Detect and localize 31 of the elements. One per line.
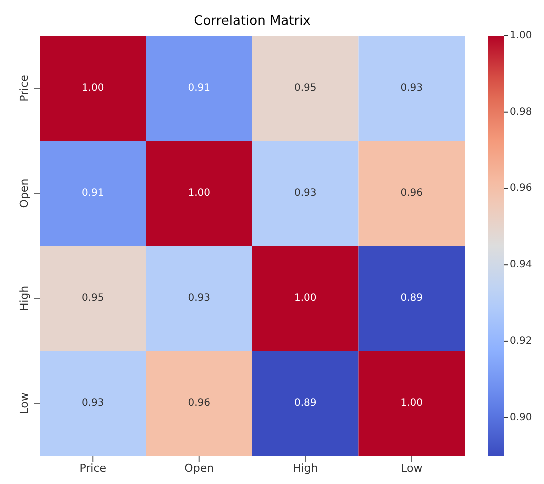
x-tick-label: Open — [184, 462, 214, 475]
x-tick-label: Low — [401, 462, 423, 475]
data-label: 0.95 — [294, 83, 317, 94]
data-label: 1.00 — [82, 83, 104, 94]
color-bar-label: 0.92 — [510, 336, 532, 347]
y-tick-label: High — [18, 286, 31, 312]
data-label: 0.93 — [188, 293, 211, 304]
x-tick-label: Price — [80, 462, 107, 475]
color-bar-label: 0.94 — [510, 260, 532, 271]
data-label: 0.91 — [188, 83, 211, 94]
data-label: 0.89 — [400, 293, 424, 304]
x-tick-label: High — [292, 462, 318, 475]
data-label: 0.93 — [400, 83, 424, 94]
color-bar-label: 0.90 — [510, 412, 532, 424]
y-tick-label: Price — [18, 74, 31, 102]
data-label: 0.89 — [294, 398, 317, 409]
data-label: 0.91 — [82, 188, 104, 199]
color-bar-label: 0.96 — [510, 183, 532, 194]
data-label: 1.00 — [400, 398, 424, 409]
data-label: 0.93 — [294, 188, 317, 199]
data-label: 1.00 — [294, 293, 317, 304]
data-label: 0.93 — [82, 398, 104, 409]
data-label: 0.96 — [400, 188, 424, 199]
color-bar-label: 0.98 — [510, 106, 532, 118]
chart-title: Correlation Matrix — [193, 14, 312, 29]
data-label: 0.96 — [188, 398, 211, 409]
data-label: 0.95 — [82, 293, 104, 304]
data-label: 1.00 — [188, 188, 211, 199]
color-bar-label: 1.00 — [510, 30, 532, 42]
y-tick-label: Open — [18, 178, 31, 208]
y-tick-label: Low — [18, 392, 31, 414]
